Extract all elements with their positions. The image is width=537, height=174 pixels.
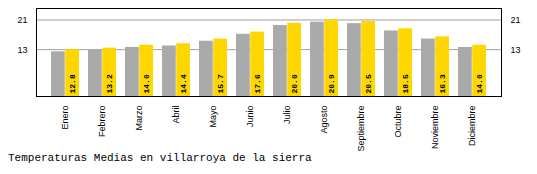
- svg-text:13.2: 13.2: [105, 74, 114, 93]
- svg-text:Agosto: Agosto: [319, 106, 329, 134]
- svg-text:16.3: 16.3: [438, 74, 447, 93]
- svg-text:20.5: 20.5: [364, 74, 373, 93]
- svg-text:20.9: 20.9: [327, 74, 336, 93]
- svg-text:12.8: 12.8: [68, 74, 77, 93]
- svg-text:Marzo: Marzo: [134, 106, 144, 131]
- svg-text:Noviembre: Noviembre: [430, 106, 440, 150]
- svg-text:14.0: 14.0: [142, 74, 151, 93]
- svg-text:20.0: 20.0: [290, 74, 299, 93]
- svg-text:Octubre: Octubre: [393, 106, 403, 138]
- svg-text:Diciembre: Diciembre: [467, 106, 477, 147]
- svg-text:Febrero: Febrero: [97, 106, 107, 138]
- svg-text:Julio: Julio: [282, 106, 292, 125]
- svg-text:Mayo: Mayo: [208, 106, 218, 128]
- svg-text:18.5: 18.5: [401, 74, 410, 93]
- svg-text:21: 21: [511, 15, 521, 25]
- html-text:Temperaturas Medias en villarr: Temperaturas Medias en villarroya de la …: [8, 152, 312, 164]
- svg-text:15.7: 15.7: [216, 74, 225, 93]
- svg-text:13: 13: [17, 45, 27, 55]
- svg-text:Septiembre: Septiembre: [356, 106, 366, 152]
- svg-text:14.4: 14.4: [179, 74, 188, 93]
- svg-text:17.6: 17.6: [253, 74, 262, 93]
- svg-text:Junio: Junio: [245, 106, 255, 128]
- svg-text:21: 21: [17, 15, 27, 25]
- svg-text:13: 13: [511, 45, 521, 55]
- svg-text:14.0: 14.0: [475, 74, 484, 93]
- svg-text:Abril: Abril: [171, 106, 181, 124]
- svg-text:Enero: Enero: [60, 106, 70, 130]
